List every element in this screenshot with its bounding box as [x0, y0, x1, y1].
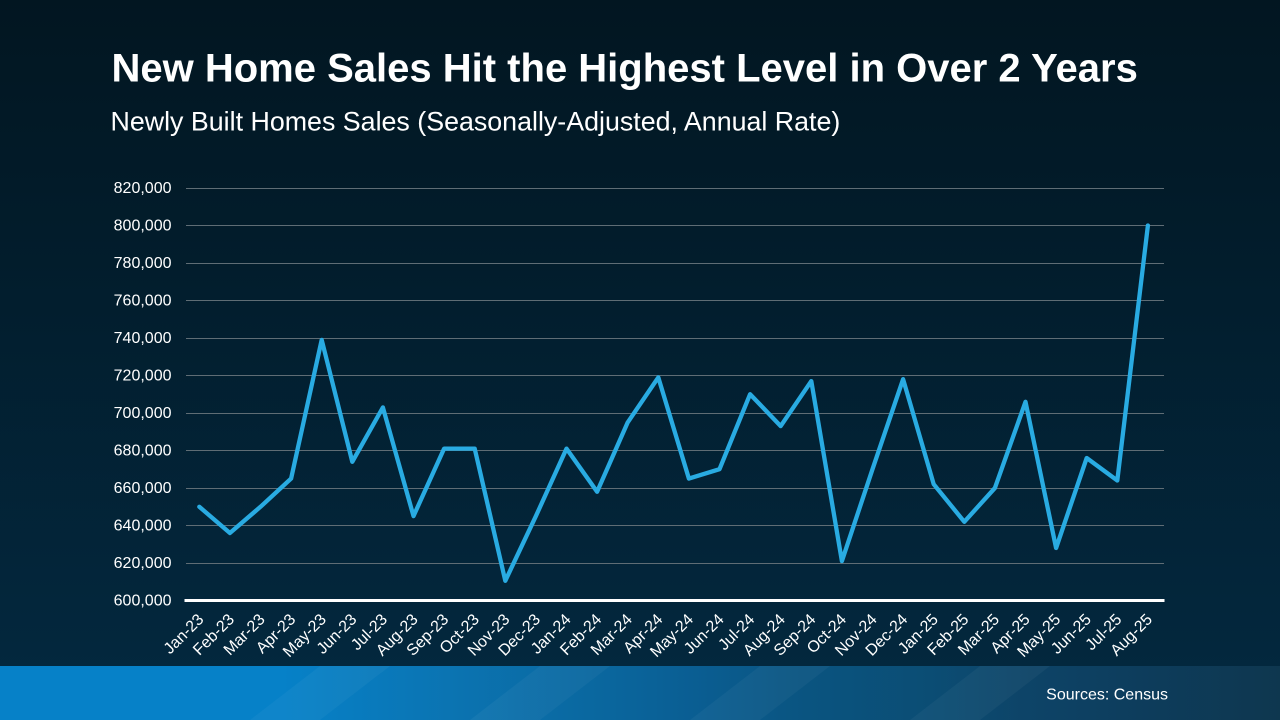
svg-text:700,000: 700,000 — [114, 405, 172, 422]
svg-text:760,000: 760,000 — [114, 292, 172, 309]
svg-text:740,000: 740,000 — [114, 330, 172, 347]
svg-text:660,000: 660,000 — [114, 480, 172, 497]
svg-text:Sources: Census: Sources: Census — [1046, 687, 1168, 704]
svg-text:820,000: 820,000 — [114, 180, 172, 197]
svg-text:680,000: 680,000 — [114, 442, 172, 459]
svg-text:640,000: 640,000 — [114, 517, 172, 534]
svg-text:Newly Built Homes Sales (Seaso: Newly Built Homes Sales (Seasonally-Adju… — [111, 107, 841, 137]
svg-text:780,000: 780,000 — [114, 255, 172, 272]
svg-text:600,000: 600,000 — [114, 592, 172, 609]
svg-text:New Home Sales Hit the Highest: New Home Sales Hit the Highest Level in … — [112, 47, 1138, 91]
svg-text:720,000: 720,000 — [114, 367, 172, 384]
svg-text:620,000: 620,000 — [114, 555, 172, 572]
svg-text:800,000: 800,000 — [114, 217, 172, 234]
